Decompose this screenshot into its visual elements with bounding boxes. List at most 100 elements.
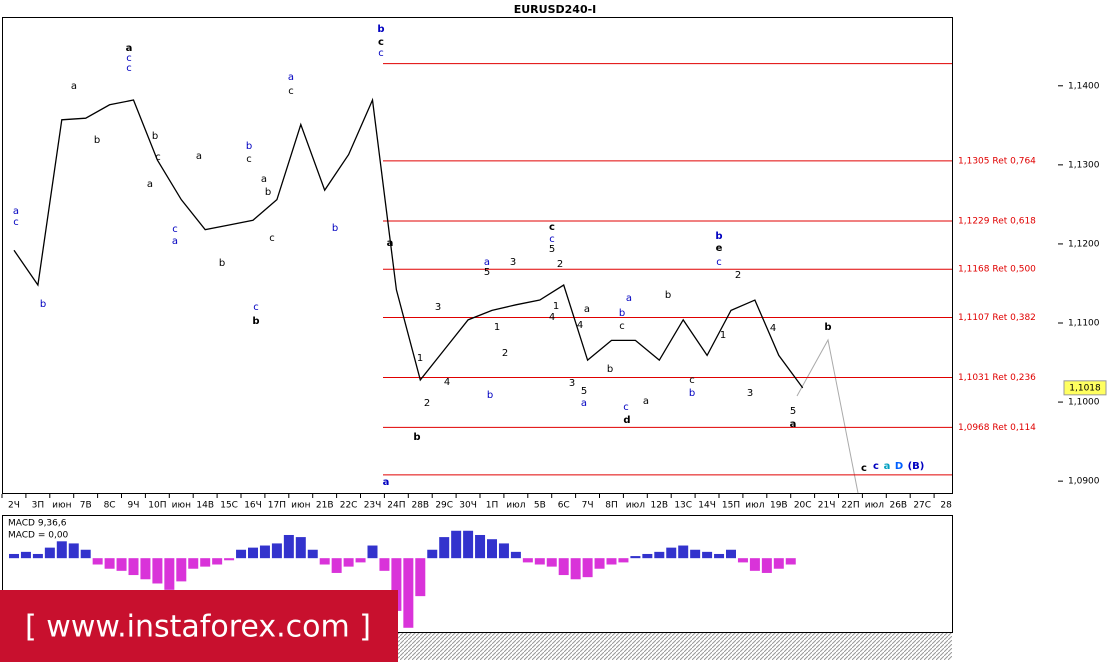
- last-price-label: 1,1018: [1069, 383, 1101, 393]
- macd-bar: [32, 553, 43, 559]
- x-tick-label: 28В: [411, 501, 429, 511]
- wave-label: a: [484, 257, 490, 268]
- x-tick-label: июн: [52, 501, 71, 511]
- macd-bar: [331, 558, 342, 573]
- wave-label: 4: [770, 323, 776, 334]
- x-tick-label: 8С: [104, 501, 116, 511]
- x-tick-label: 7Ч: [582, 501, 594, 511]
- macd-bar: [534, 558, 545, 565]
- wave-label: 3: [435, 302, 441, 313]
- macd-bar: [773, 558, 784, 569]
- x-tick-label: 24П: [387, 501, 405, 511]
- macd-label: MACD 9,36,6: [8, 519, 67, 529]
- macd-bar: [403, 558, 414, 628]
- macd-bar: [164, 558, 175, 590]
- wave-label: 2: [424, 398, 430, 409]
- macd-bar: [367, 545, 378, 559]
- x-tick-label: 15С: [220, 501, 238, 511]
- macd-bar: [618, 558, 629, 563]
- macd-bar: [498, 543, 509, 559]
- wave-label: 3: [510, 257, 516, 268]
- x-tick-label: 2Ч: [8, 501, 20, 511]
- wave-label: e: [716, 243, 723, 254]
- wave-label: c: [126, 63, 132, 74]
- chart-title: EURUSD240-I: [514, 3, 597, 16]
- x-tick-label: 26В: [889, 501, 907, 511]
- wave-label: (B): [908, 461, 925, 472]
- y-tick-label: 1,1100: [1068, 319, 1100, 329]
- macd-bar: [56, 541, 67, 559]
- macd-bar: [415, 558, 426, 597]
- wave-label: 2: [502, 348, 508, 359]
- wave-label: 2: [735, 270, 741, 281]
- macd-bar: [128, 558, 139, 576]
- wave-label: c: [126, 53, 132, 64]
- wave-label: b: [607, 364, 613, 375]
- fib-label: 1,1305 Ret 0,764: [958, 156, 1036, 166]
- fib-label: 1,0968 Ret 0,114: [958, 423, 1036, 433]
- macd-bar: [582, 558, 593, 578]
- fib-label: 1,1107 Ret 0,382: [958, 313, 1036, 323]
- wave-label: 1: [417, 353, 423, 364]
- macd-bar: [427, 549, 438, 559]
- macd-bar: [654, 551, 665, 559]
- wave-label: d: [623, 415, 630, 426]
- x-tick-label: 23Ч: [364, 501, 382, 511]
- wave-label: b: [715, 231, 722, 242]
- fib-label: 1,1031 Ret 0,236: [958, 373, 1036, 383]
- y-tick-label: 1,0900: [1068, 477, 1100, 487]
- x-tick-label: 1П: [486, 501, 499, 511]
- macd-bar: [463, 530, 474, 559]
- x-tick-label: 14Ч: [698, 501, 716, 511]
- wave-label: c: [269, 233, 275, 244]
- macd-bar: [785, 558, 796, 565]
- wave-label: a: [643, 396, 649, 407]
- wave-label: c: [716, 257, 722, 268]
- wave-label: a: [626, 293, 632, 304]
- x-tick-label: июл: [865, 501, 884, 511]
- wave-label: 3: [747, 388, 753, 399]
- macd-bar: [212, 558, 223, 565]
- wave-label: a: [71, 81, 77, 92]
- x-tick-label: 3П: [32, 501, 45, 511]
- macd-bar: [558, 558, 569, 576]
- x-tick-label: 5В: [534, 501, 546, 511]
- last-price-box: [1063, 380, 1107, 396]
- macd-bar: [714, 553, 725, 559]
- watermark-box: [0, 590, 398, 662]
- wave-label: c: [378, 37, 384, 48]
- wave-label: a: [387, 238, 394, 249]
- wave-label: D: [895, 461, 903, 472]
- wave-label: 4: [549, 312, 555, 323]
- macd-bar: [391, 558, 402, 611]
- wave-label: a: [584, 304, 590, 315]
- wave-label: b: [689, 388, 695, 399]
- x-tick-label: 14В: [196, 501, 214, 511]
- macd-bar: [702, 551, 713, 559]
- wave-label: c: [13, 217, 19, 228]
- macd-bar: [379, 558, 390, 571]
- x-tick-label: 22П: [841, 501, 859, 511]
- wave-label: c: [378, 48, 384, 59]
- wave-label: 4: [444, 377, 450, 388]
- macd-bar: [642, 553, 653, 559]
- macd-bar: [116, 558, 127, 571]
- wave-label: a: [288, 72, 294, 83]
- x-tick-label: 16Ч: [244, 501, 262, 511]
- wave-label: 2: [557, 259, 563, 270]
- watermark: [ www.instaforex.com ]: [25, 610, 371, 645]
- x-tick-label: 6С: [558, 501, 570, 511]
- macd-bar: [475, 534, 486, 559]
- wave-label: c: [246, 154, 252, 165]
- y-tick-label: 1,1000: [1068, 398, 1100, 408]
- x-tick-label: июл: [626, 501, 645, 511]
- marks: 1,0900 1,1000 1,1100 1,1200 1,1300 1,1400 2Ч 3П…: [1, 24, 1107, 628]
- macd-bar: [188, 558, 199, 569]
- wave-label: 1: [553, 301, 559, 312]
- wave-label: c: [253, 302, 259, 313]
- wave-label: 1: [494, 322, 500, 333]
- wave-label: b: [619, 308, 625, 319]
- wave-label: a: [172, 236, 178, 247]
